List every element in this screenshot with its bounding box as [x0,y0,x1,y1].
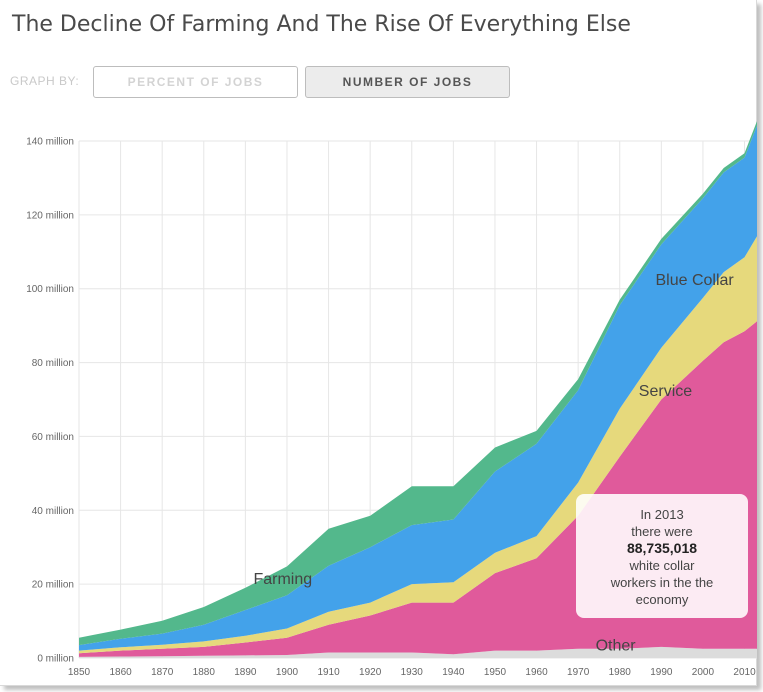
series-label: Blue Collar [655,272,734,289]
number-of-jobs-button[interactable]: NUMBER OF JOBS [305,66,510,98]
x-tick-label: 1960 [525,667,548,678]
y-tick-label: 100 million [26,284,74,295]
x-tick-label: 1860 [109,667,132,678]
x-tick-label: 1950 [484,667,507,678]
y-tick-label: 140 million [26,137,74,148]
callout-line-4: workers in the the [610,575,714,590]
series-label: Other [596,638,637,655]
x-tick-label: 1870 [151,667,174,678]
series-label: Service [639,383,692,400]
callout-value: 88,735,018 [626,540,698,556]
graph-by-label: GRAPH BY: [10,74,80,88]
callout-line-2: there were [631,524,693,539]
y-tick-label: 20 million [32,580,74,591]
area-service [79,236,757,654]
x-tick-label: 2010 [733,667,756,678]
series-label: Farming [253,571,312,588]
y-tick-label: 80 million [32,358,74,369]
y-tick-label: 0 million [37,654,74,665]
x-tick-label: 2000 [692,667,715,678]
area-blue-collar [79,125,757,651]
page-title: The Decline Of Farming And The Rise Of E… [12,12,631,37]
callout-line-1: In 2013 [640,507,684,522]
y-tick-label: 60 million [32,432,74,443]
area-other [79,646,757,658]
x-tick-label: 1930 [401,667,424,678]
x-tick-label: 1850 [68,667,91,678]
x-tick-label: 1880 [193,667,216,678]
y-tick-label: 40 million [32,506,74,517]
x-tick-label: 1910 [317,667,340,678]
x-tick-label: 1940 [442,667,465,678]
x-tick-label: 1980 [609,667,632,678]
x-tick-label: 1990 [650,667,673,678]
x-tick-label: 1890 [234,667,257,678]
y-tick-label: 120 million [26,210,74,221]
callout-line-5: economy [635,592,689,607]
callout-line-3: white collar [629,558,695,573]
x-tick-label: 1900 [276,667,299,678]
percent-of-jobs-button[interactable]: PERCENT OF JOBS [93,66,298,98]
x-tick-label: 1920 [359,667,382,678]
white-collar-callout: In 2013 there were 88,735,018 white coll… [576,494,748,618]
x-tick-label: 1970 [567,667,590,678]
